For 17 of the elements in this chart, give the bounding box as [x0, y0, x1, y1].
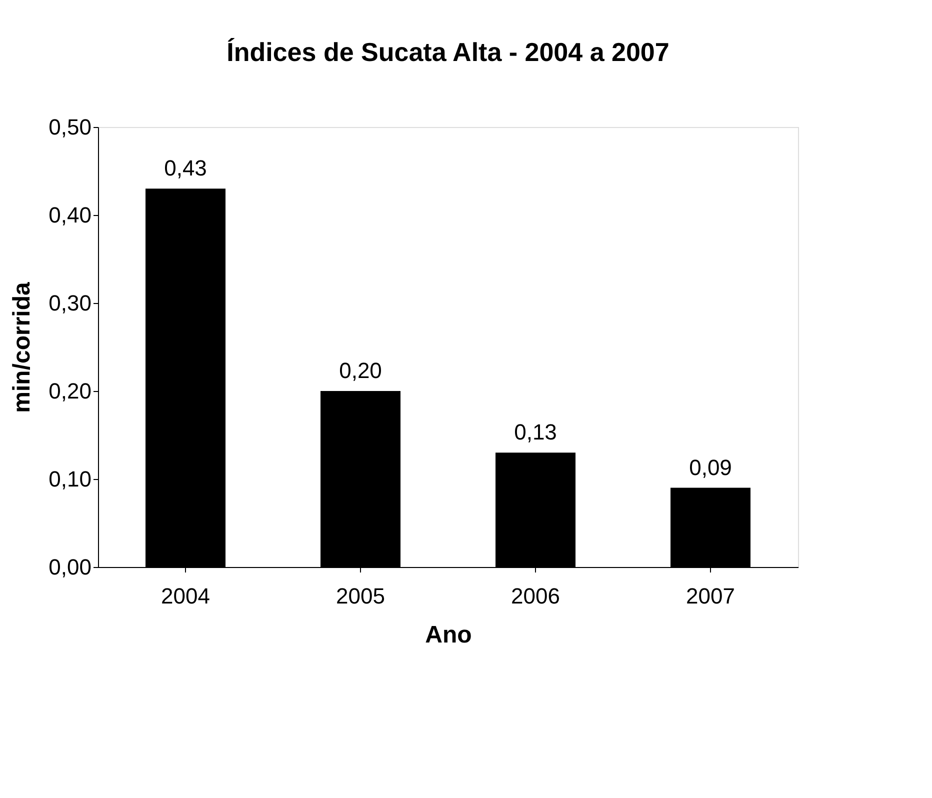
- data-label: 0,13: [514, 420, 557, 445]
- y-tick-label: 0,40: [48, 202, 92, 228]
- data-label: 0,20: [339, 358, 382, 383]
- x-tick-label: 2006: [511, 584, 560, 608]
- x-axis-title: Ano: [425, 622, 472, 648]
- chart-title: Índices de Sucata Alta - 2004 a 2007: [226, 37, 670, 67]
- x-tick-label: 2004: [161, 584, 210, 608]
- x-tick-label: 2005: [336, 584, 385, 608]
- x-tick-label: 2007: [686, 584, 735, 608]
- data-label: 0,09: [689, 454, 732, 480]
- y-tick-label: 0,50: [48, 114, 92, 140]
- data-label: 0,43: [164, 156, 207, 181]
- y-tick-label: 0,20: [48, 378, 92, 404]
- y-axis-title: min/corrida: [8, 282, 36, 413]
- y-tick-label: 0,00: [48, 554, 92, 580]
- y-tick-label: 0,30: [48, 290, 92, 316]
- y-tick-label: 0,10: [48, 466, 92, 492]
